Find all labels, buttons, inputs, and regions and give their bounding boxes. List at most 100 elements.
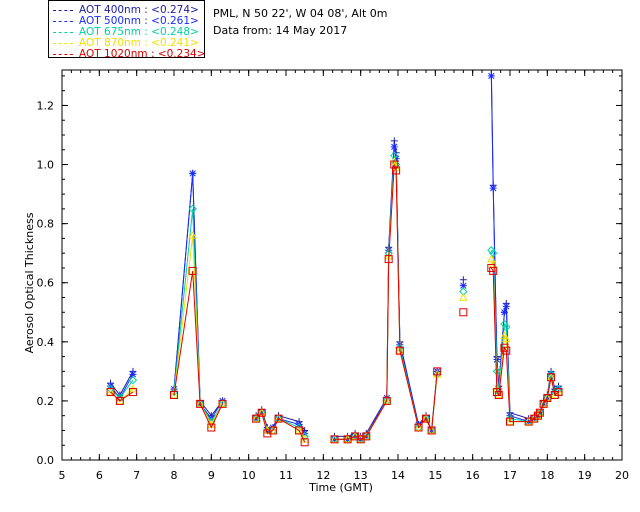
data-point xyxy=(488,248,498,258)
data-point xyxy=(414,422,423,431)
plot-border xyxy=(61,69,623,461)
data-point xyxy=(502,346,511,355)
legend-label-1020nm: AOT 1020nm : <0.234> xyxy=(79,48,206,60)
data-point xyxy=(502,322,511,332)
legend-entry-870nm: AOT 870nm : <0.241> xyxy=(53,37,199,49)
data-point xyxy=(295,426,304,435)
data-point xyxy=(422,414,430,423)
legend-entry-500nm: AOT 500nm : <0.261> xyxy=(53,15,199,27)
data-point xyxy=(390,143,398,151)
data-point xyxy=(263,429,272,438)
data-point xyxy=(489,266,498,275)
data-point xyxy=(427,425,436,434)
x-tick-label: 13 xyxy=(354,469,368,482)
x-tick-label: 14 xyxy=(391,469,405,482)
site-location: PML, N 50 22', W 04 08', Alt 0m xyxy=(213,7,388,20)
legend-label-870nm: AOT 870nm : <0.241> xyxy=(79,37,199,49)
data-point xyxy=(251,414,261,422)
x-tick-label: 17 xyxy=(503,469,517,482)
x-tick-label: 7 xyxy=(133,469,140,482)
y-tick-label: 1.2 xyxy=(37,99,55,112)
data-point xyxy=(505,414,515,423)
y-axis: 0.0 0.2 0.4 0.6 0.8 1.0 1.2 xyxy=(37,75,622,467)
data-point xyxy=(500,319,509,329)
data-point xyxy=(421,414,431,422)
data-point xyxy=(459,308,468,317)
data-point xyxy=(459,287,468,296)
data-point xyxy=(392,166,401,175)
data-point xyxy=(395,346,405,354)
y-tick-label: 0.8 xyxy=(37,218,55,231)
series-aot-1020nm xyxy=(106,160,563,447)
legend-label-400nm: AOT 400nm : <0.274> xyxy=(79,4,199,16)
data-point xyxy=(554,388,563,397)
y-tick-label: 0.0 xyxy=(37,454,55,467)
data-point xyxy=(534,411,542,420)
data-point xyxy=(384,255,393,264)
x-tick-label: 20 xyxy=(615,469,629,482)
data-point xyxy=(252,414,261,423)
x-tick-label: 11 xyxy=(279,469,293,482)
data-point xyxy=(351,432,360,441)
legend-label-675nm: AOT 675nm : <0.248> xyxy=(79,26,199,38)
legend-swatch-870nm xyxy=(53,42,73,44)
legend-swatch-675nm xyxy=(53,31,73,33)
data-point xyxy=(170,391,178,399)
data-point xyxy=(535,408,544,417)
data-point xyxy=(459,276,467,284)
y-tick-label: 0.6 xyxy=(37,277,55,290)
legend-label-500nm: AOT 500nm : <0.261> xyxy=(79,15,199,27)
data-point xyxy=(268,426,277,435)
data-point xyxy=(414,423,423,432)
series-layer xyxy=(106,70,563,447)
data-point xyxy=(547,373,556,382)
legend-entry-675nm: AOT 675nm : <0.248> xyxy=(53,26,199,38)
data-point xyxy=(492,388,501,397)
data-point xyxy=(494,391,503,399)
data-point xyxy=(129,370,137,378)
data-point xyxy=(458,292,468,301)
data-point xyxy=(330,435,339,444)
data-point xyxy=(252,415,260,423)
data-point xyxy=(274,414,283,423)
data-point xyxy=(274,414,283,422)
data-point xyxy=(382,396,392,405)
series-line xyxy=(110,164,559,443)
x-axis-label: Time (GMT) xyxy=(308,481,373,494)
data-point xyxy=(500,343,509,352)
data-point xyxy=(486,254,496,263)
x-tick-label: 9 xyxy=(208,469,215,482)
x-tick-label: 19 xyxy=(578,469,592,482)
y-tick-label: 1.0 xyxy=(37,159,55,172)
legend-entry-400nm: AOT 400nm : <0.274> xyxy=(53,4,199,16)
x-tick-label: 15 xyxy=(428,469,442,482)
legend-entry-1020nm: AOT 1020nm : <0.234> xyxy=(53,48,206,60)
series-line xyxy=(110,75,559,440)
data-point xyxy=(128,388,137,397)
data-point xyxy=(382,396,391,405)
y-tick-label: 0.4 xyxy=(37,336,55,349)
x-axis: 5 6 7 8 9 10 11 12 13 14 15 16 17 18 19 20 xyxy=(59,70,629,482)
data-point xyxy=(115,396,125,405)
data-point xyxy=(501,334,511,343)
plot-frame xyxy=(61,69,623,461)
data-point xyxy=(188,266,197,275)
data-point xyxy=(106,388,115,397)
data-point xyxy=(487,246,496,255)
data-point xyxy=(128,376,138,385)
data-point xyxy=(207,423,216,432)
data-point xyxy=(487,72,495,80)
data-point xyxy=(106,387,115,396)
data-point xyxy=(257,408,267,417)
x-tick-label: 5 xyxy=(59,469,66,482)
data-point xyxy=(390,151,399,160)
data-point xyxy=(169,387,179,397)
data-point xyxy=(433,367,442,376)
data-point xyxy=(524,417,533,426)
legend-swatch-1020nm xyxy=(53,53,73,55)
data-point xyxy=(218,399,227,408)
data-point xyxy=(390,137,398,145)
data-point xyxy=(257,408,266,417)
data-point xyxy=(169,390,179,399)
